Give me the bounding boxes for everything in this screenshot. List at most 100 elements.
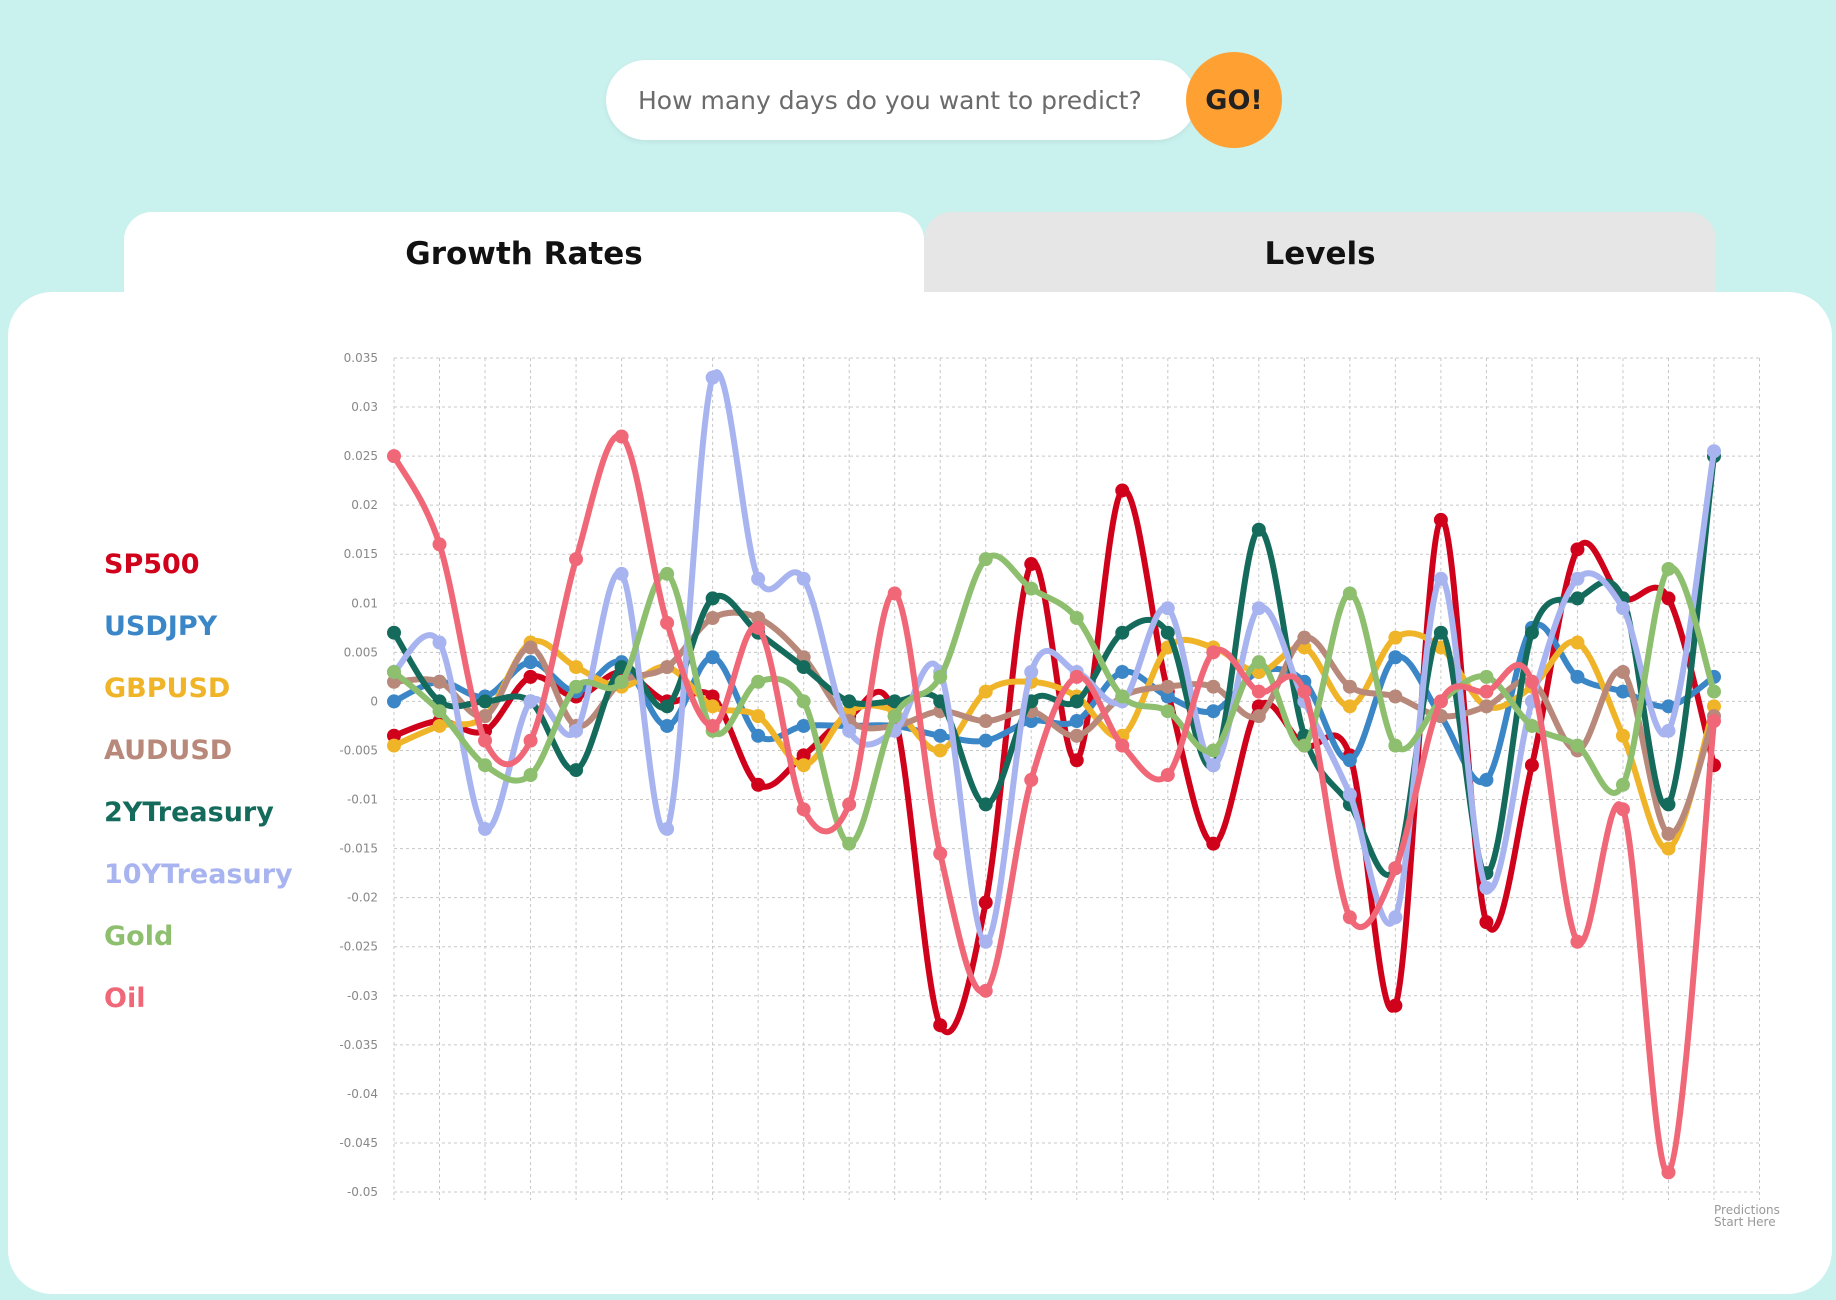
data-point-gold (614, 674, 629, 689)
data-point-oil (1570, 934, 1585, 949)
data-point-gbpusd (387, 738, 401, 753)
data-point-10ytreasury (1206, 758, 1221, 773)
data-point-sp500 (1024, 557, 1039, 572)
data-point-oil (796, 802, 811, 817)
data-point-gold (1615, 777, 1630, 792)
data-point-usdjpy (933, 728, 948, 743)
data-point-sp500 (1479, 915, 1494, 930)
data-point-sp500 (1069, 753, 1084, 768)
y-tick-label: -0.04 (347, 1087, 378, 1101)
data-point-gold (478, 758, 493, 773)
data-point-oil (432, 537, 447, 552)
data-point-gbpusd (432, 718, 447, 733)
grid (393, 357, 1761, 1200)
data-point-usdjpy (1342, 753, 1357, 768)
data-point-sp500 (1570, 542, 1585, 557)
tab-growth-rates-label: Growth Rates (405, 236, 643, 272)
data-point-oil (1115, 738, 1130, 753)
data-point-usdjpy (1615, 684, 1630, 699)
search-bar: GO! (606, 52, 1282, 148)
data-point-10ytreasury (614, 566, 629, 581)
go-button[interactable]: GO! (1186, 52, 1282, 148)
data-point-gbpusd (705, 699, 720, 714)
data-point-2ytreasury (1433, 625, 1448, 640)
predictions-annotation-line1: Predictions (1714, 1203, 1780, 1217)
data-point-oil (569, 552, 584, 567)
y-tick-label: 0.035 (344, 351, 378, 365)
legend-item-2ytreasury: 2YTreasury (104, 797, 274, 828)
data-point-2ytreasury (569, 763, 584, 778)
y-tick-label: 0.03 (351, 400, 378, 414)
y-tick-label: -0.045 (339, 1136, 378, 1150)
data-point-usdjpy (387, 694, 401, 709)
legend-item-usdjpy: USDJPY (104, 611, 218, 642)
data-point-gbpusd (796, 758, 811, 773)
y-tick-label: -0.05 (347, 1185, 378, 1199)
data-point-10ytreasury (523, 694, 538, 709)
data-point-audusd (432, 674, 447, 689)
y-tick-label: -0.025 (339, 940, 378, 954)
data-point-gbpusd (569, 660, 584, 675)
data-point-10ytreasury (1388, 910, 1403, 925)
data-point-usdjpy (1570, 669, 1585, 684)
legend-item-sp500: SP500 (104, 549, 200, 580)
data-point-gbpusd (1342, 699, 1357, 714)
data-point-oil (1479, 684, 1494, 699)
data-point-gbpusd (1570, 635, 1585, 650)
data-point-audusd (523, 640, 538, 655)
data-point-2ytreasury (1661, 797, 1676, 812)
data-point-usdjpy (1024, 714, 1039, 729)
data-point-usdjpy (796, 718, 811, 733)
y-tick-label: 0.005 (344, 645, 378, 659)
data-point-gold (1570, 738, 1585, 753)
data-point-sp500 (1524, 758, 1539, 773)
data-point-2ytreasury (705, 591, 720, 606)
data-point-10ytreasury (1342, 787, 1357, 802)
y-tick-label: -0.02 (347, 891, 378, 905)
legend-item-gbpusd: GBPUSD (104, 673, 231, 704)
data-point-audusd (751, 611, 766, 626)
data-point-usdjpy (1115, 664, 1130, 679)
data-point-2ytreasury (796, 660, 811, 675)
y-tick-label: -0.005 (339, 743, 378, 757)
data-point-oil (523, 733, 538, 748)
data-point-10ytreasury (478, 821, 493, 836)
data-point-gold (933, 669, 948, 684)
data-point-audusd (1661, 826, 1676, 841)
data-point-gold (523, 768, 538, 782)
data-point-oil (1297, 684, 1312, 699)
data-point-10ytreasury (432, 635, 447, 650)
data-point-sp500 (523, 669, 538, 684)
data-point-oil (1160, 768, 1175, 782)
data-point-sp500 (387, 728, 401, 743)
data-point-gold (1251, 655, 1266, 670)
days-input[interactable] (606, 60, 1196, 140)
data-point-sp500 (705, 689, 720, 704)
data-point-gold (432, 704, 447, 719)
data-point-gold (1524, 718, 1539, 733)
data-point-gbpusd (1661, 841, 1676, 856)
data-point-gold (1661, 561, 1676, 576)
data-point-2ytreasury (978, 797, 993, 812)
data-point-gold (796, 694, 811, 709)
data-point-usdjpy (751, 728, 766, 743)
data-point-sp500 (751, 777, 766, 792)
data-point-usdjpy (1206, 704, 1221, 719)
data-point-gbpusd (1707, 699, 1721, 714)
data-point-oil (1251, 684, 1266, 699)
legend-item-10ytreasury: 10YTreasury (104, 859, 293, 890)
data-point-10ytreasury (1251, 601, 1266, 616)
y-tick-label: -0.035 (339, 1038, 378, 1052)
data-point-2ytreasury (387, 625, 401, 640)
data-point-audusd (1388, 689, 1403, 704)
data-point-2ytreasury (1160, 625, 1175, 640)
series-line-oil (391, 432, 1717, 1176)
tab-levels[interactable]: Levels (924, 212, 1716, 296)
data-point-usdjpy (1388, 650, 1403, 665)
data-point-oil (705, 718, 720, 733)
tab-growth-rates[interactable]: Growth Rates (124, 212, 924, 296)
data-point-sp500 (978, 895, 993, 910)
data-point-2ytreasury (1570, 591, 1585, 606)
data-point-2ytreasury (842, 694, 857, 709)
y-tick-label: -0.015 (339, 842, 378, 856)
